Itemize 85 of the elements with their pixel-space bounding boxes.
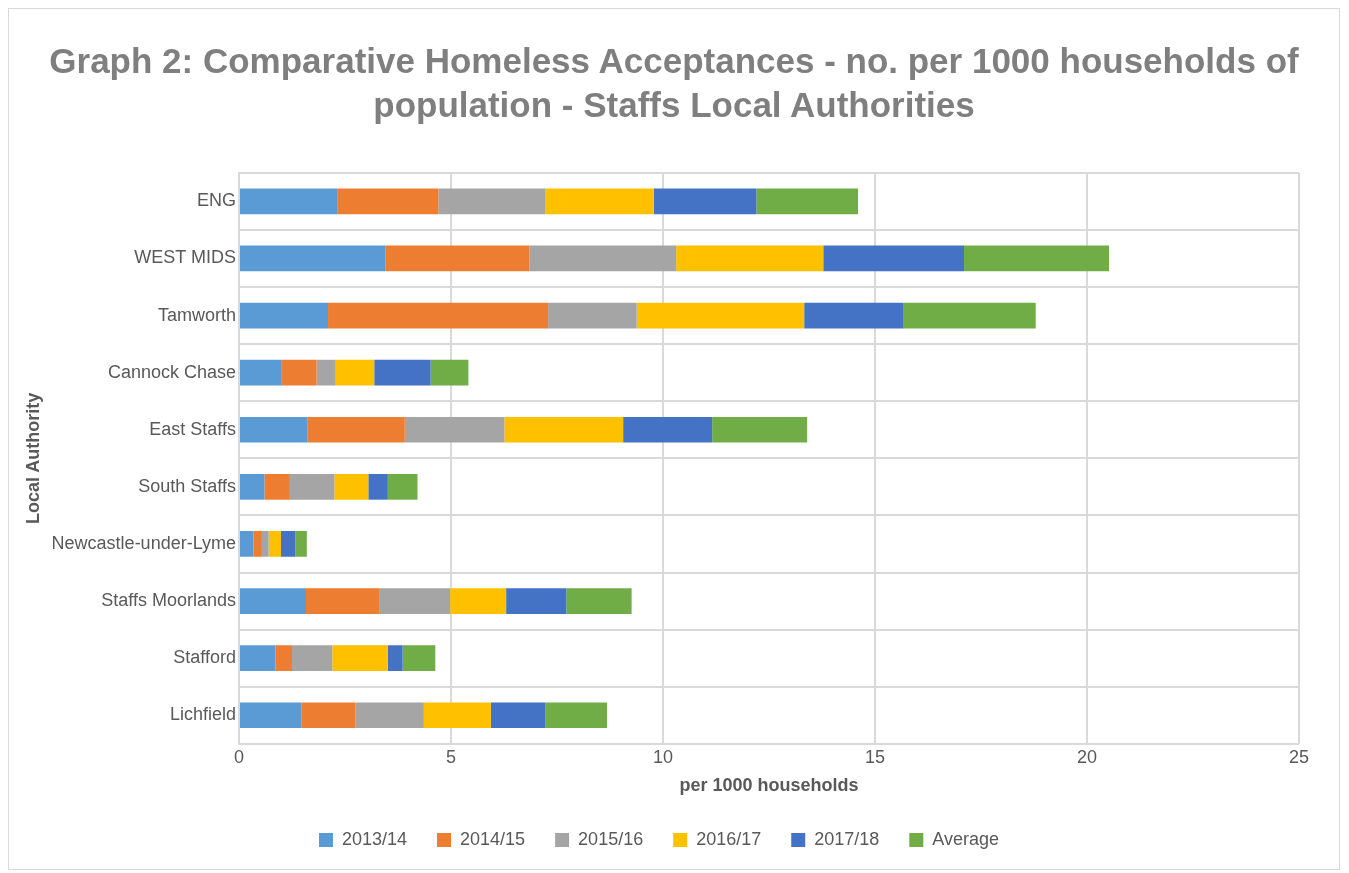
x-tick-label: 20 [1076,746,1098,767]
bar [280,531,296,557]
bar [240,359,282,386]
y-tick-label: WEST MIDS [134,247,236,268]
y-tick-label: Stafford [173,647,236,668]
y-tick-label: Newcastle-under-Lyme [51,532,236,553]
legend-label: Average [932,828,1000,849]
y-axis-title: Local Authority [22,392,43,524]
y-tick-label: East Staffs [149,418,236,439]
bar [240,702,302,729]
bar [548,302,637,329]
legend-label: 2014/15 [460,828,526,849]
bar [316,359,336,386]
bar [506,588,567,614]
bar [529,245,677,272]
bar [240,302,329,329]
y-tick-label: Staffs Moorlands [101,590,236,611]
y-tick-label: Cannock Chase [107,361,236,382]
bar [281,359,317,386]
bar [545,188,654,215]
bar [334,474,369,500]
bar [268,531,281,557]
legend-label: 2015/16 [578,828,644,849]
bar [545,702,608,729]
bar [240,188,338,215]
bar [379,588,451,614]
bar [712,416,808,443]
bar [804,302,903,329]
bar [289,474,335,500]
bar [337,188,439,215]
bar [964,245,1110,272]
bar [253,531,262,557]
bar [902,302,1036,329]
y-tick-label: South Staffs [138,475,236,496]
bar [301,702,356,729]
y-tick-label: Tamworth [157,304,236,325]
bar [404,416,505,443]
y-tick-label: Lichfield [169,704,236,725]
bar [355,702,424,729]
bar [368,474,388,500]
x-axis-title: per 1000 households [679,775,859,796]
bar [332,645,388,671]
chart-title: Graph 2: Comparative Homeless Acceptances - no. per 1000 households of population - Staffs Local Authorities [48,40,1300,126]
bar [307,416,405,443]
legend-label: 2013/14 [341,828,408,849]
bar [240,416,308,443]
bar [450,588,507,614]
bar [623,416,713,443]
x-tick-label: 15 [864,746,886,767]
bar [264,474,290,500]
bar [438,188,546,215]
bar [240,474,265,500]
bar [292,645,333,671]
legend-label: 2016/17 [696,828,762,849]
bar [295,531,307,557]
bar [374,359,431,386]
bar [387,474,418,500]
x-tick-label: 0 [234,746,245,767]
bar [306,588,380,614]
bar [490,702,546,729]
legend-label: 2017/18 [814,828,880,849]
bar [402,645,436,671]
bar [636,302,805,329]
bar [387,645,403,671]
bar [385,245,530,272]
y-tick-label: ENG [196,190,236,211]
bar [240,645,276,671]
x-tick-label: 25 [1288,746,1310,767]
bar [653,188,757,215]
bar [823,245,965,272]
bar [240,588,306,614]
bar [240,531,254,557]
bar [676,245,824,272]
bar [275,645,292,671]
x-tick-label: 5 [445,746,457,767]
bar [504,416,624,443]
bar [240,245,386,272]
bar [261,531,269,557]
bar [328,302,549,329]
bar [756,188,859,215]
bar [335,359,375,386]
x-tick-label: 10 [652,746,674,767]
bar [423,702,491,729]
bar [430,359,469,386]
bar [566,588,632,614]
